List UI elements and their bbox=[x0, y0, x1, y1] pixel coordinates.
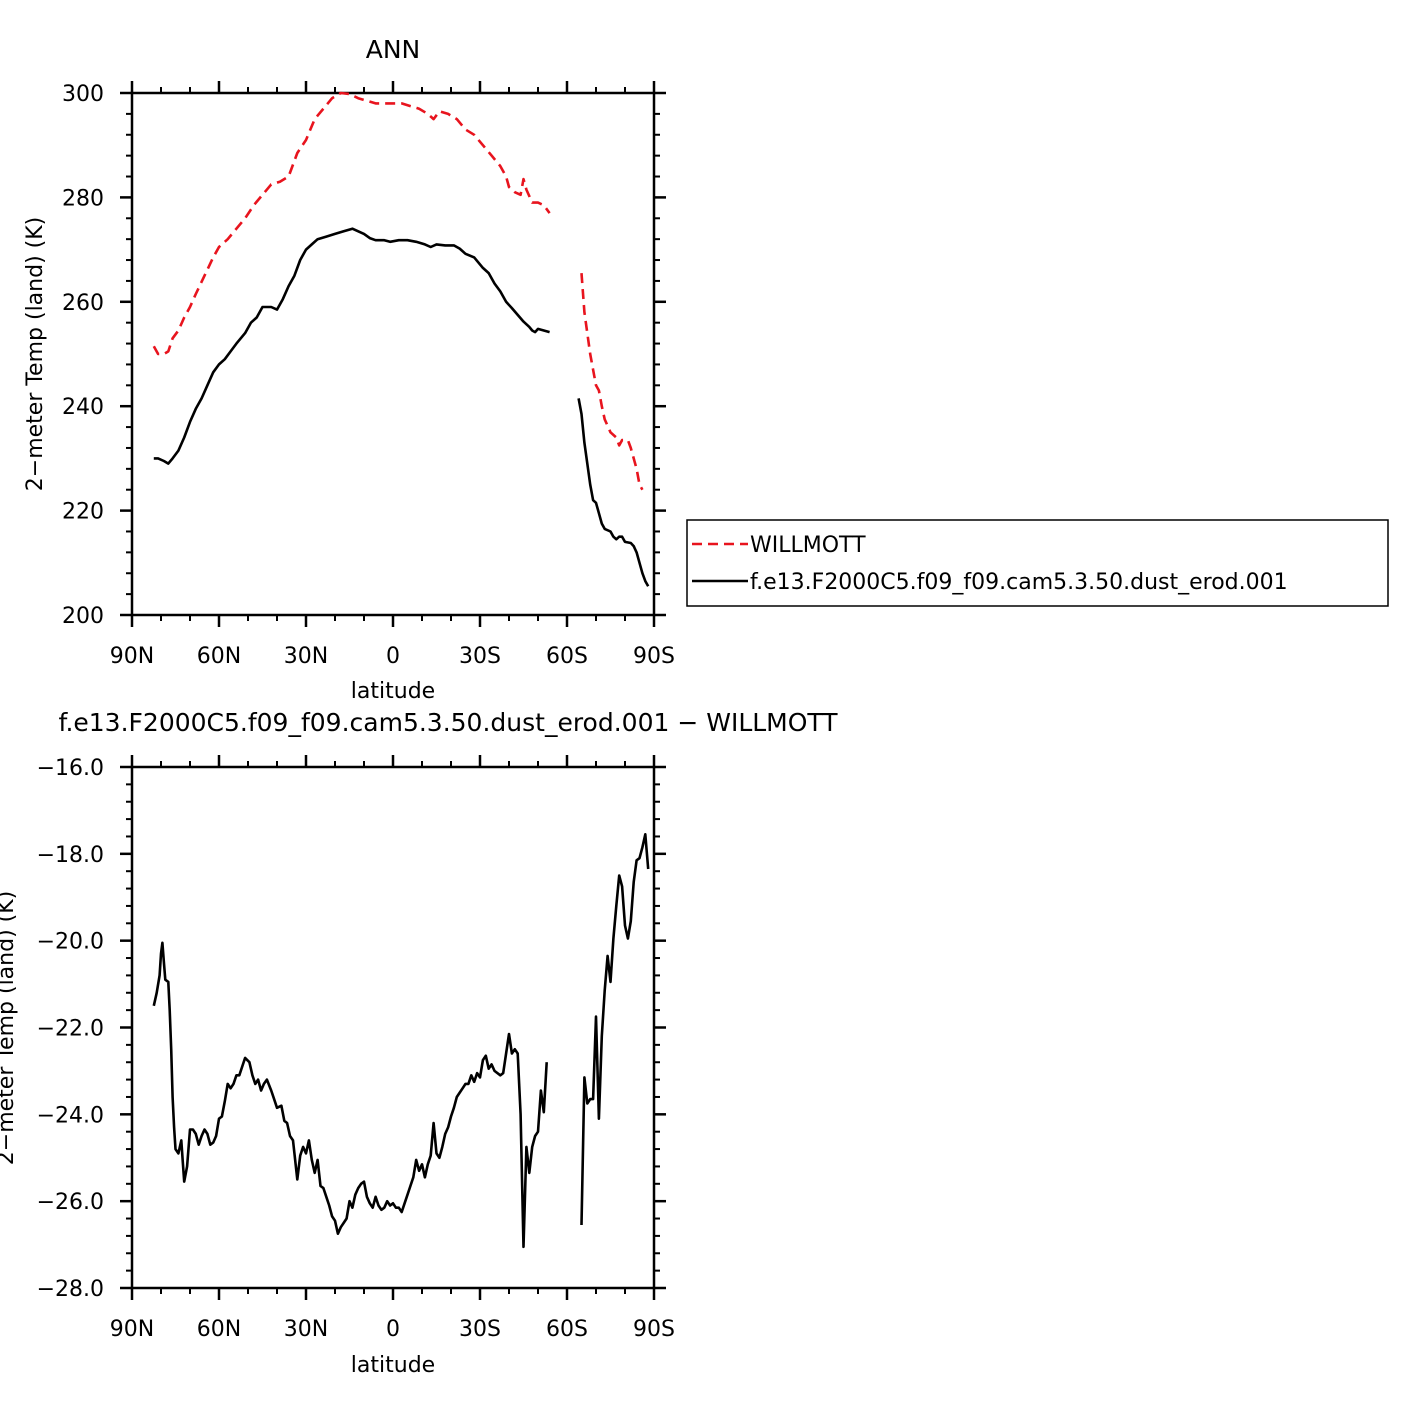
y-tick-label: −26.0 bbox=[37, 1190, 104, 1215]
y-tick-label: 260 bbox=[62, 291, 104, 316]
y-tick-label: 200 bbox=[62, 604, 104, 629]
x-tick-label: 60S bbox=[546, 644, 588, 669]
series-line-1 bbox=[577, 398, 650, 587]
y-tick-label: 240 bbox=[62, 395, 104, 420]
x-tick-label: 30N bbox=[284, 644, 328, 669]
temperature-chart: ANN 90N 60N 30N 0 30S 60S 90S 200 220 240 260 280 3… bbox=[23, 35, 675, 704]
x-tick-label: 90S bbox=[633, 644, 675, 669]
x-axis-label: latitude bbox=[351, 679, 435, 704]
x-tick-label: 90N bbox=[110, 1317, 154, 1342]
chart-title: f.e13.F2000C5.f09_f09.cam5.3.50.dust_ero… bbox=[58, 708, 838, 737]
legend: WILLMOTT f.e13.F2000C5.f09_f09.cam5.3.50… bbox=[686, 519, 1389, 607]
series-line-0 bbox=[580, 833, 650, 1226]
x-tick-label: 30S bbox=[459, 644, 501, 669]
y-axis-label: 2−meter Temp (land) (K) bbox=[23, 217, 48, 491]
y-tick-label: −18.0 bbox=[37, 843, 104, 868]
y-tick-label: 300 bbox=[62, 82, 104, 107]
series-line-0 bbox=[580, 273, 644, 491]
x-tick-label: 30N bbox=[284, 1317, 328, 1342]
y-axis-label: 2−meter Temp (land) (K) bbox=[0, 891, 19, 1165]
legend-label-willmott: WILLMOTT bbox=[750, 533, 866, 558]
legend-box bbox=[686, 519, 1389, 607]
x-tick-label: 0 bbox=[386, 1317, 400, 1342]
series-line-0 bbox=[152, 91, 551, 356]
x-tick-label: 90S bbox=[633, 1317, 675, 1342]
plot-frame bbox=[130, 765, 656, 1290]
series-line-0 bbox=[152, 941, 548, 1249]
x-tick-label: 30S bbox=[459, 1317, 501, 1342]
x-tick-label: 90N bbox=[110, 644, 154, 669]
series-line-1 bbox=[153, 227, 550, 465]
chart-title: ANN bbox=[366, 35, 421, 64]
legend-label-model: f.e13.F2000C5.f09_f09.cam5.3.50.dust_ero… bbox=[750, 570, 1288, 595]
y-tick-label: 220 bbox=[62, 500, 104, 525]
x-tick-label: 60N bbox=[197, 1317, 241, 1342]
y-tick-label: −28.0 bbox=[37, 1277, 104, 1302]
x-tick-label: 60S bbox=[546, 1317, 588, 1342]
y-tick-label: −20.0 bbox=[37, 930, 104, 955]
x-tick-label: 0 bbox=[386, 644, 400, 669]
y-tick-label: −22.0 bbox=[37, 1017, 104, 1042]
plot-frame bbox=[130, 91, 656, 617]
x-axis-label: latitude bbox=[351, 1353, 435, 1378]
difference-chart: f.e13.F2000C5.f09_f09.cam5.3.50.dust_ero… bbox=[0, 708, 838, 1378]
y-tick-label: −16.0 bbox=[37, 756, 104, 781]
y-tick-label: 280 bbox=[62, 186, 104, 211]
y-tick-label: −24.0 bbox=[37, 1103, 104, 1128]
x-tick-label: 60N bbox=[197, 644, 241, 669]
